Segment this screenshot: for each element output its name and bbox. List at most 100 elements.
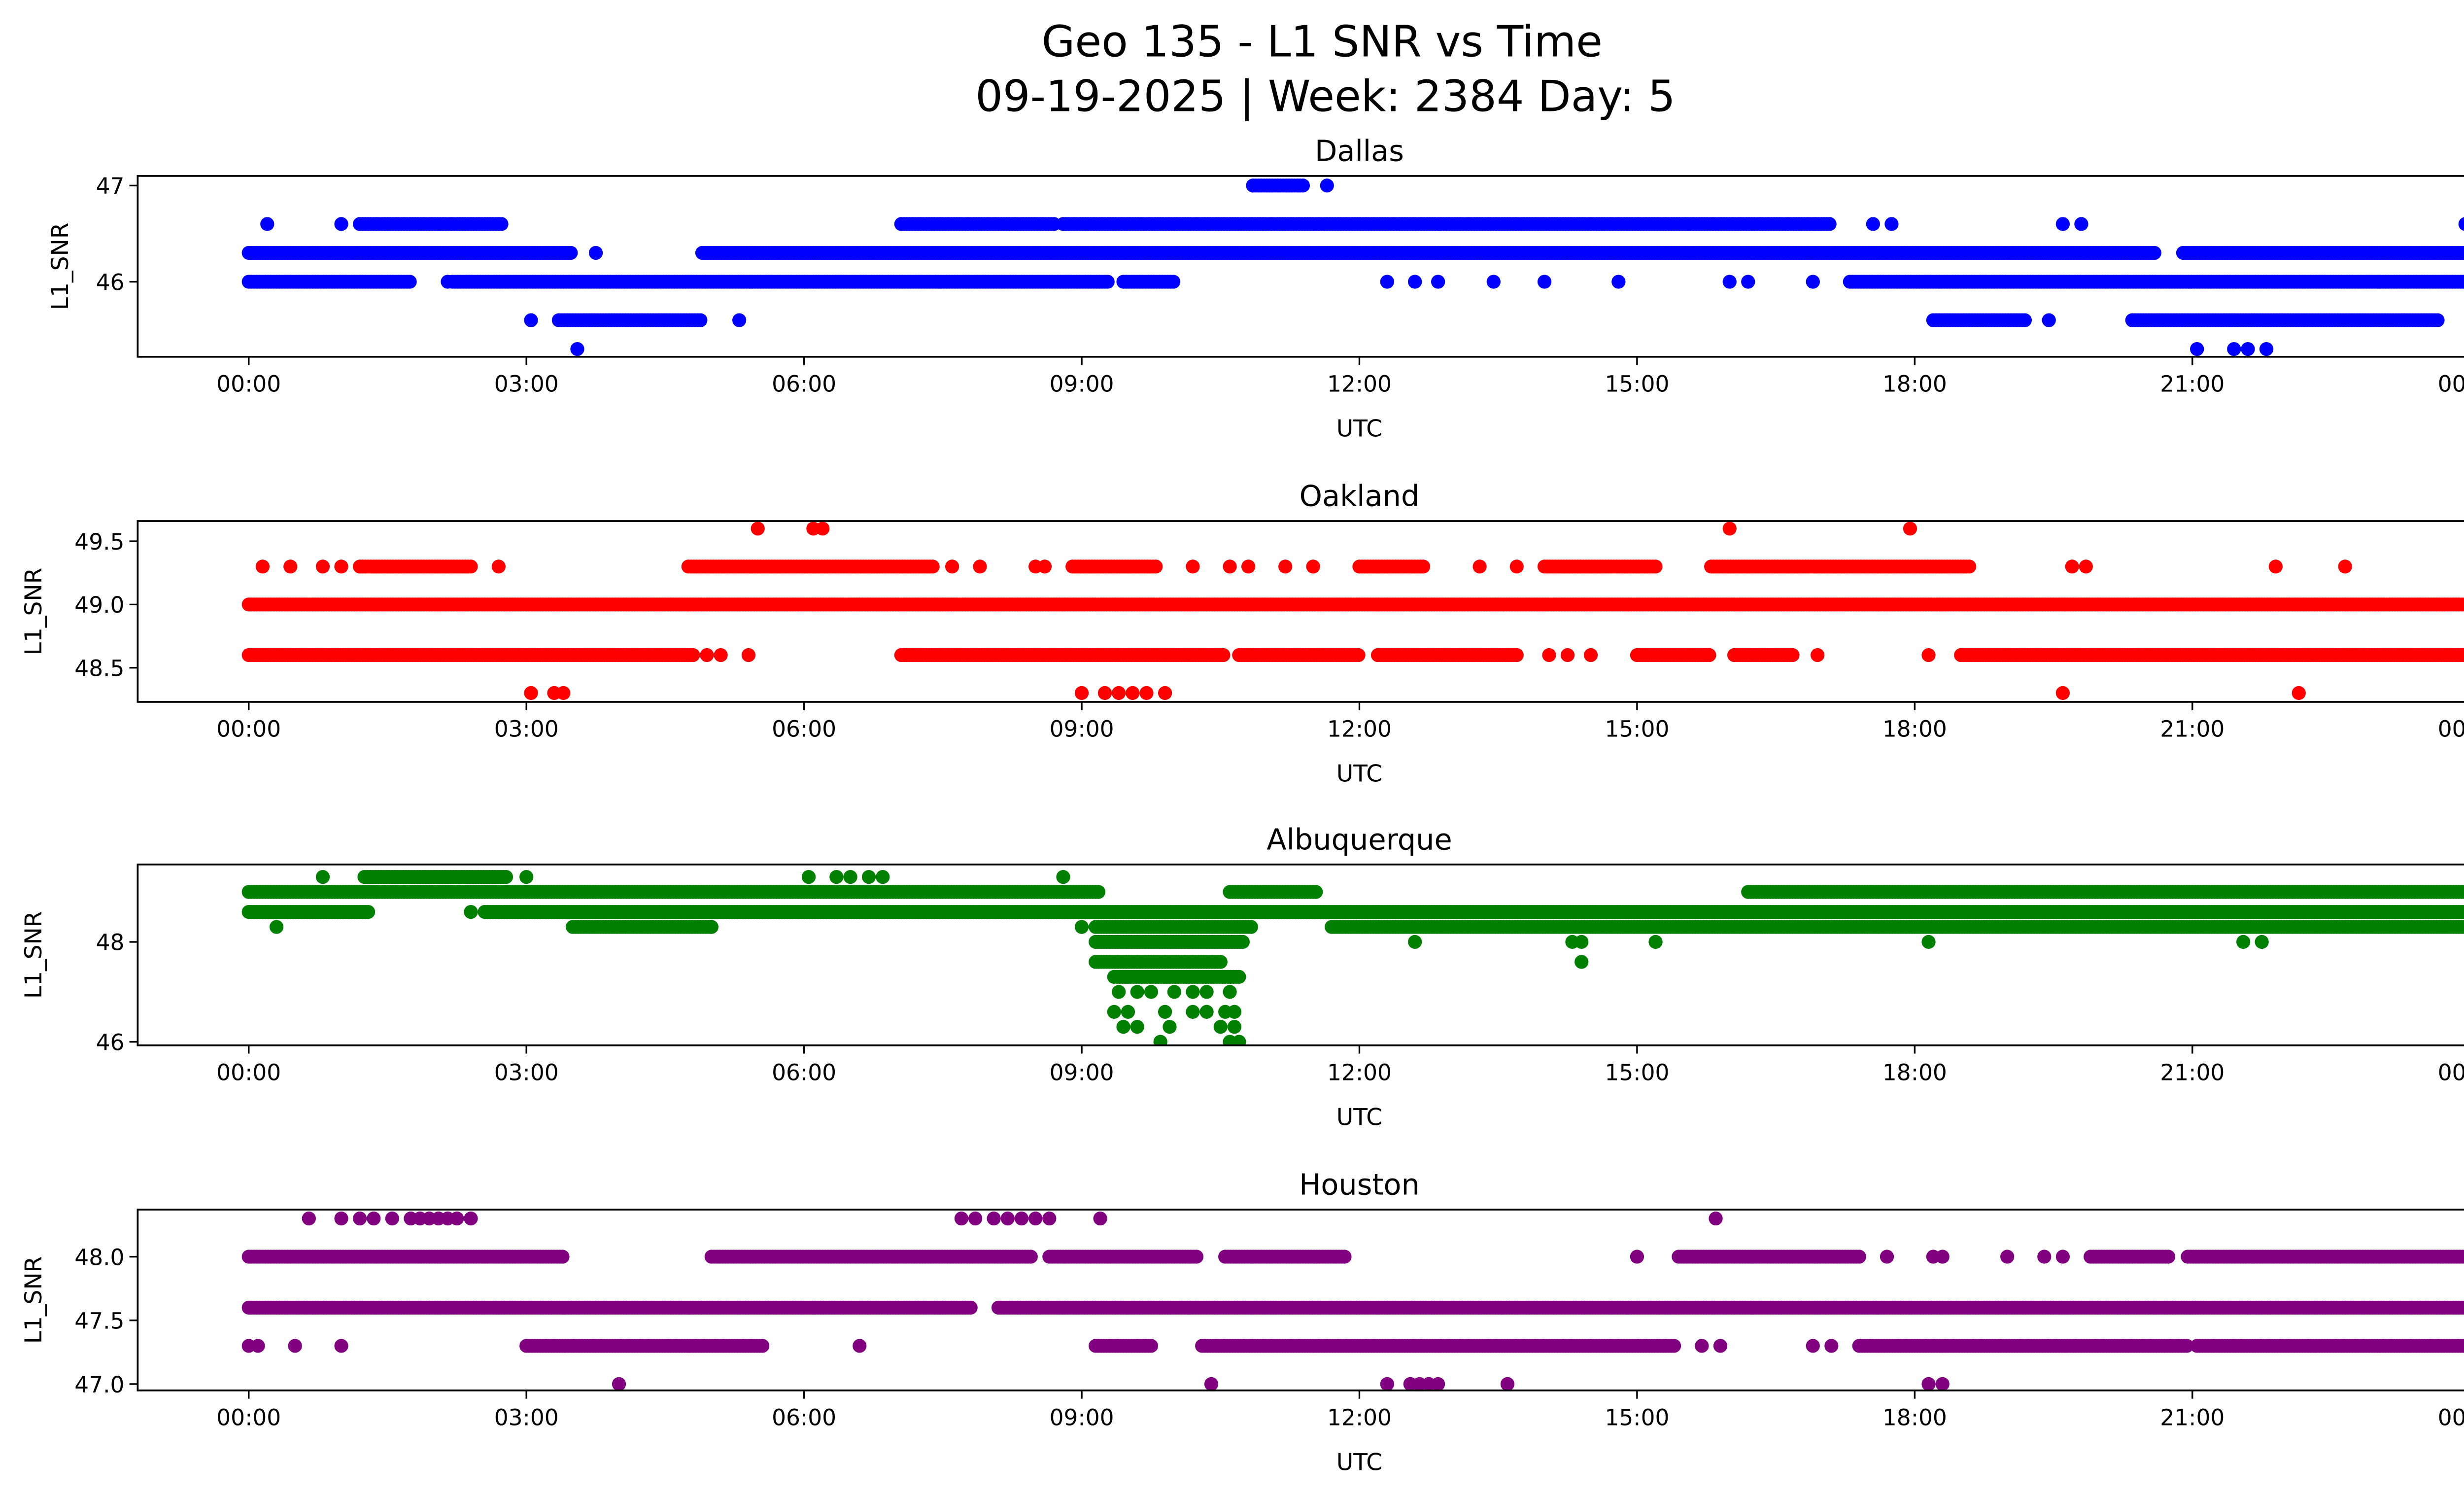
point-run [1116,275,1181,289]
point-run [894,217,1061,231]
data-point [1722,522,1737,536]
data-point [2460,598,2464,611]
data-point [1537,275,1552,289]
x-tick-label: 21:00 [2160,716,2224,742]
data-point [751,522,765,536]
data-point [1186,559,1200,574]
y-axis-label: L1_SNR [47,223,74,311]
data-point [1542,648,1556,662]
data-point [1811,648,1825,662]
data-point [260,217,274,231]
data-point [945,559,959,574]
data-point [1158,686,1172,700]
x-tick-label: 18:00 [1882,716,1947,742]
data-point [1611,275,1626,289]
data-point [1921,648,1936,662]
data-point [2018,313,2032,327]
data-point [816,522,830,536]
point-run [2125,313,2445,327]
point-run [241,885,1106,899]
point-run [1065,559,1163,574]
data-point [564,245,578,260]
data-point [1486,275,1501,289]
data-point [2055,217,2070,231]
point-run [1370,648,1524,662]
y-tick-label: 46 [96,269,125,295]
data-point [1431,275,1445,289]
data-point [1112,686,1126,700]
y-tick-label: 47 [96,173,125,199]
x-tick-label: 12:00 [1327,716,1392,742]
data-point [1472,559,1487,574]
data-point [686,648,700,662]
data-point [2079,559,2093,574]
data-point [2292,686,2306,700]
point-run [1926,313,2032,327]
x-tick-label: 18:00 [1882,371,1947,397]
point-run [1843,275,2464,289]
data-point [1884,217,1899,231]
data-point [283,559,298,574]
data-point [1351,648,1366,662]
point-run [241,597,2464,612]
data-point [1806,275,1820,289]
data-point [2065,559,2079,574]
point-run [1246,178,1310,193]
data-point [1785,648,1800,662]
x-tick-label: 21:00 [2160,371,2224,397]
data-point [2459,275,2464,288]
data-point [403,275,417,289]
y-axis-label: L1_SNR [20,568,47,656]
x-tick-label: 15:00 [1605,371,1669,397]
data-point [1037,559,1052,574]
data-point [464,559,478,574]
point-run [1352,559,1431,574]
point-run [445,275,1115,289]
x-tick-label: 00:00 [2438,371,2464,397]
x-tick-label: 03:00 [494,716,559,742]
data-point [2459,648,2464,662]
y-tick-label: 48.5 [74,655,124,681]
data-point [1741,275,1755,289]
scatter-series-dallas [241,178,2464,356]
data-point [1648,559,1663,574]
axes-frame-oakland [137,520,2464,703]
x-tick-label: 15:00 [1605,716,1669,742]
data-point [700,648,714,662]
data-point [524,686,538,700]
data-point [741,648,756,662]
data-point [2147,245,2161,260]
data-point [441,275,455,289]
data-point [570,342,584,356]
data-point [1962,559,1977,574]
data-point [1309,885,1323,899]
scatter-series-oakland [241,522,2464,700]
point-run [1727,648,1800,662]
data-point [1296,178,1310,193]
data-point [2462,248,2464,258]
data-point [973,559,987,574]
data-point [2259,342,2274,356]
data-point [1702,648,1716,662]
data-point [1408,275,1422,289]
y-tick-label: 49.5 [74,529,124,555]
data-point [2055,686,2070,700]
x-tick-label: 09:00 [1050,716,1114,742]
x-tick-label: 12:00 [1327,371,1392,397]
point-run [1741,885,2464,899]
point-run [2176,245,2464,260]
data-point [2074,217,2088,231]
data-point [1149,559,1163,574]
data-point [315,559,330,574]
data-point [2458,217,2464,231]
data-point [1223,559,1237,574]
panel-title-dallas: Dallas [1315,134,1404,168]
x-tick-label: 06:00 [772,371,836,397]
point-run [695,245,2161,260]
data-point [2268,559,2283,574]
data-point [1166,275,1181,289]
data-point [1126,686,1140,700]
